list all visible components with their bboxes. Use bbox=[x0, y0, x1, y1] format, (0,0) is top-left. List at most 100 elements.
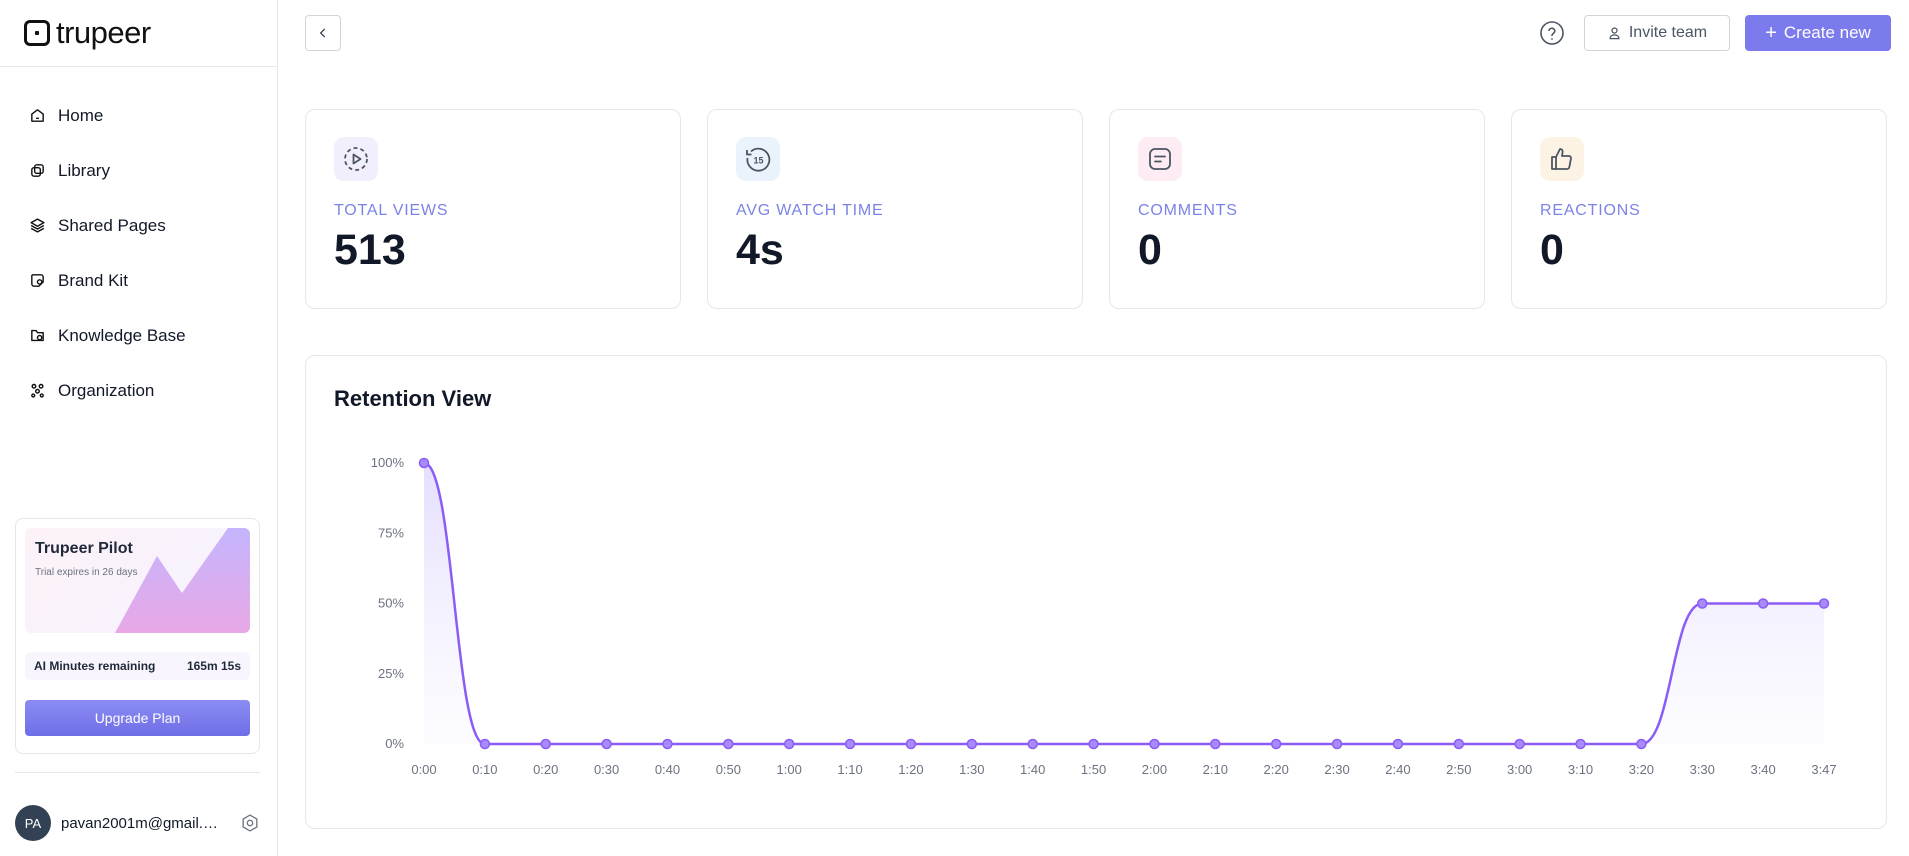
data-point[interactable] bbox=[662, 738, 673, 750]
replay-15-icon: 15 bbox=[746, 147, 771, 172]
data-point[interactable] bbox=[783, 738, 795, 750]
knowledge-base-icon bbox=[31, 329, 44, 342]
x-tick-label: 3:40 bbox=[1750, 762, 1775, 777]
sidebar-nav: Home Library Shared Pages Brand Kit Know… bbox=[0, 88, 277, 418]
sidebar-divider bbox=[15, 772, 260, 773]
sidebar-item-label: Brand Kit bbox=[58, 270, 128, 290]
y-tick-label: 0% bbox=[385, 736, 404, 751]
data-point[interactable] bbox=[1757, 598, 1769, 609]
sidebar-item-shared-pages[interactable]: Shared Pages bbox=[0, 198, 277, 253]
sidebar-item-label: Knowledge Base bbox=[58, 325, 186, 345]
sidebar: trupeer Home Library Shared Pages Brand … bbox=[0, 0, 278, 856]
retention-chart-card: Retention View 0% 25% 50% 75% 100% 0:00 0:10 0:… bbox=[305, 355, 1887, 829]
stat-icon-wrap bbox=[1138, 137, 1182, 181]
x-tick-label: 0:00 bbox=[411, 762, 436, 777]
x-tick-label: 0:30 bbox=[594, 762, 619, 777]
sidebar-item-label: Shared Pages bbox=[58, 215, 166, 235]
ai-minutes-label: AI Minutes remaining bbox=[34, 659, 156, 673]
x-tick-label: 1:00 bbox=[777, 762, 802, 777]
trial-card: Trupeer Pilot Trial expires in 26 days A… bbox=[15, 518, 260, 754]
data-point[interactable] bbox=[723, 738, 734, 750]
user-email: pavan2001m@gmail.com bbox=[61, 814, 221, 832]
chevron-left-icon bbox=[319, 28, 326, 38]
y-tick-label: 100% bbox=[371, 455, 405, 470]
stat-card-comments: COMMENTS 0 bbox=[1109, 109, 1485, 309]
data-point[interactable] bbox=[1210, 738, 1221, 750]
trial-banner: Trupeer Pilot Trial expires in 26 days bbox=[25, 528, 250, 633]
logo[interactable]: trupeer bbox=[0, 0, 277, 67]
sidebar-item-home[interactable]: Home bbox=[0, 88, 277, 143]
data-point[interactable] bbox=[540, 738, 551, 750]
plus-icon: + bbox=[1765, 22, 1777, 44]
stat-icon-wrap bbox=[1540, 137, 1584, 181]
data-point[interactable] bbox=[1818, 598, 1830, 609]
library-icon bbox=[31, 164, 44, 177]
data-point[interactable] bbox=[1575, 738, 1586, 750]
data-point[interactable] bbox=[418, 457, 430, 469]
ai-minutes-row: AI Minutes remaining 165m 15s bbox=[25, 652, 250, 680]
sidebar-item-label: Library bbox=[58, 160, 110, 180]
data-point[interactable] bbox=[966, 738, 978, 750]
comment-icon bbox=[1149, 148, 1171, 170]
data-point[interactable] bbox=[1027, 738, 1038, 750]
play-circle-icon bbox=[344, 147, 368, 171]
x-tick-label: 1:10 bbox=[837, 762, 862, 777]
data-point[interactable] bbox=[601, 738, 612, 750]
x-tick-label: 1:30 bbox=[959, 762, 984, 777]
stat-value: 4s bbox=[736, 226, 784, 274]
data-point[interactable] bbox=[1088, 738, 1099, 750]
stat-card-reactions: REACTIONS 0 bbox=[1511, 109, 1887, 309]
x-tick-label: 2:40 bbox=[1385, 762, 1410, 777]
svg-text:15: 15 bbox=[753, 156, 763, 166]
trial-title: Trupeer Pilot bbox=[35, 540, 133, 557]
stat-label: AVG WATCH TIME bbox=[736, 202, 884, 219]
data-point[interactable] bbox=[1392, 738, 1404, 750]
sidebar-item-library[interactable]: Library bbox=[0, 143, 277, 198]
sidebar-item-brand-kit[interactable]: Brand Kit bbox=[0, 253, 277, 308]
data-point[interactable] bbox=[1697, 598, 1708, 609]
logo-icon bbox=[24, 20, 50, 46]
x-tick-label: 0:50 bbox=[716, 762, 741, 777]
sidebar-item-organization[interactable]: Organization bbox=[0, 363, 277, 418]
data-point[interactable] bbox=[905, 738, 917, 750]
trial-banner-graphic bbox=[115, 528, 250, 633]
data-point[interactable] bbox=[1331, 738, 1343, 750]
x-tick-label: 3:00 bbox=[1507, 762, 1532, 777]
chart-title: Retention View bbox=[334, 386, 492, 411]
stat-label: COMMENTS bbox=[1138, 202, 1238, 219]
trial-subtitle: Trial expires in 26 days bbox=[35, 567, 138, 578]
brand-name: trupeer bbox=[56, 15, 151, 50]
create-new-button[interactable]: + Create new bbox=[1745, 15, 1891, 51]
data-point[interactable] bbox=[1270, 738, 1282, 750]
x-tick-label: 3:10 bbox=[1568, 762, 1593, 777]
x-tick-label: 0:40 bbox=[655, 762, 680, 777]
avatar: PA bbox=[15, 805, 51, 841]
settings-icon[interactable] bbox=[240, 813, 260, 833]
stat-value: 0 bbox=[1540, 226, 1564, 274]
stat-icon-wrap: 15 bbox=[736, 137, 780, 181]
organization-icon bbox=[31, 383, 44, 398]
upgrade-plan-button[interactable]: Upgrade Plan bbox=[25, 700, 250, 736]
data-point[interactable] bbox=[1149, 738, 1160, 750]
data-point[interactable] bbox=[1636, 738, 1647, 750]
retention-chart: 0% 25% 50% 75% 100% 0:00 0:10 0:20 0:30 0:40 0:50 1… bbox=[371, 455, 1837, 777]
sidebar-item-knowledge-base[interactable]: Knowledge Base bbox=[0, 308, 277, 363]
layers-icon bbox=[30, 218, 45, 233]
collapse-sidebar-button[interactable] bbox=[305, 15, 341, 51]
x-tick-label: 2:30 bbox=[1324, 762, 1349, 777]
sidebar-item-label: Home bbox=[58, 105, 104, 125]
stat-card-avg-watch-time: 15 AVG WATCH TIME 4s bbox=[707, 109, 1083, 309]
invite-team-button[interactable]: Invite team bbox=[1584, 15, 1730, 51]
y-tick-label: 25% bbox=[378, 666, 404, 681]
data-point[interactable] bbox=[1453, 738, 1465, 750]
data-point[interactable] bbox=[844, 738, 856, 750]
help-icon[interactable] bbox=[1539, 20, 1565, 46]
invite-team-label: Invite team bbox=[1628, 24, 1708, 41]
user-profile[interactable]: PA pavan2001m@gmail.com bbox=[15, 805, 260, 841]
x-tick-label: 0:20 bbox=[533, 762, 558, 777]
retention-area bbox=[424, 463, 1824, 744]
home-icon bbox=[31, 109, 44, 122]
data-point[interactable] bbox=[479, 738, 491, 750]
x-tick-label: 3:30 bbox=[1690, 762, 1715, 777]
data-point[interactable] bbox=[1514, 738, 1525, 750]
